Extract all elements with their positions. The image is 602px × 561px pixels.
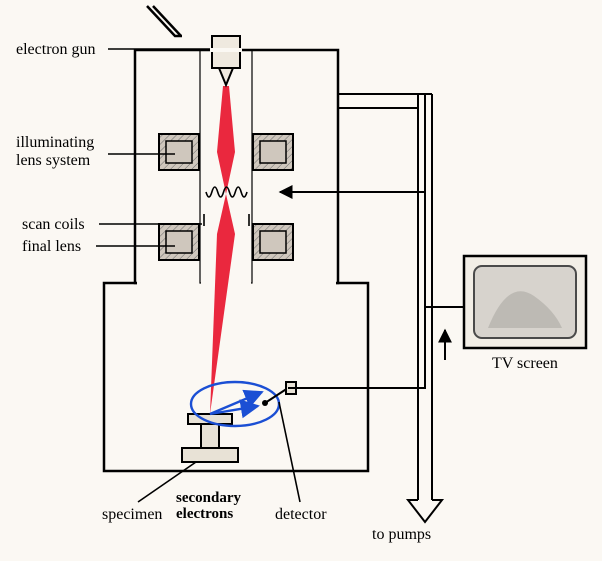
label-to-pumps: to pumps: [372, 526, 431, 544]
label-illuminating: illuminating lens system: [16, 134, 94, 170]
label-illuminating-l1: illuminating: [16, 134, 94, 151]
label-detector: detector: [275, 506, 327, 524]
label-specimen: specimen: [102, 506, 162, 524]
label-final-lens: final lens: [22, 238, 81, 256]
diagram-svg: [0, 0, 602, 561]
label-tv-screen: TV screen: [492, 355, 558, 373]
label-electron-gun: electron gun: [16, 41, 96, 59]
diagram-stage: electron gun illuminating lens system sc…: [0, 0, 602, 561]
label-secondary-electrons: secondary electrons: [176, 490, 241, 522]
label-scan-coils: scan coils: [22, 216, 85, 234]
label-secondary-l2: electrons: [176, 506, 233, 522]
label-secondary-l1: secondary: [176, 490, 241, 506]
label-illuminating-l2: lens system: [16, 152, 90, 169]
